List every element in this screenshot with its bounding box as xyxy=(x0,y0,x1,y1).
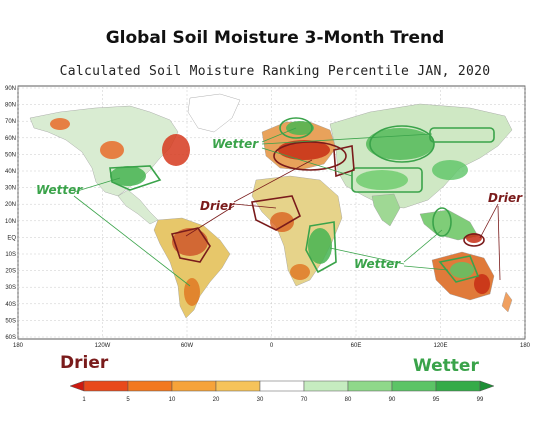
legend-bin xyxy=(391,380,437,392)
legend-bin xyxy=(479,380,495,392)
legend-bin xyxy=(215,380,261,392)
patch-dry-canada-east xyxy=(162,134,190,166)
lat-tick-label: 40S xyxy=(5,302,16,308)
dry-contour-new-guinea xyxy=(463,233,485,247)
wet-contour-siberia xyxy=(369,125,435,163)
annotation-leader-lines xyxy=(73,127,501,287)
lat-tick-label: 30N xyxy=(5,186,16,192)
trend-contours xyxy=(109,117,495,283)
patch-dry-brazil xyxy=(172,228,208,256)
lat-tick-label: 80N xyxy=(5,103,16,109)
patch-dry-southern-africa xyxy=(290,264,310,280)
annotation-drier-pacific: Drier xyxy=(488,191,523,205)
lat-tick-label: 60N xyxy=(5,136,16,142)
wet-contour-mongolia xyxy=(429,127,495,143)
legend-tick-label: 1 xyxy=(82,397,86,403)
dry-contour-europe xyxy=(273,141,347,171)
legend-tick-label: 99 xyxy=(477,397,484,403)
legend-bin xyxy=(347,380,393,392)
patch-dry-east-australia xyxy=(474,274,490,294)
lon-tick-label: 180 xyxy=(520,343,531,349)
lat-tick-label: 10S xyxy=(5,252,16,258)
patch-wet-australia xyxy=(450,262,474,278)
color-legend-tick-labels: 1 5 10 20 30 70 80 90 95 99 xyxy=(82,397,484,403)
lat-tick-label: 10N xyxy=(5,219,16,225)
lat-tick-label: 40N xyxy=(5,169,16,175)
wet-contour-east-africa xyxy=(305,221,337,274)
legend-bin xyxy=(303,380,349,392)
annotation-wetter-indian-ocean: Wetter xyxy=(354,257,401,271)
annotation-wetter-americas: Wetter xyxy=(36,183,83,197)
india xyxy=(371,193,401,227)
lon-tick-label: 180 xyxy=(13,343,24,349)
greenland xyxy=(187,93,241,133)
legend-tick-label: 30 xyxy=(257,397,264,403)
patch-dry-new-guinea xyxy=(466,233,482,243)
lat-tick-label: EQ xyxy=(7,235,16,241)
longitude-tick-labels: 180 120W 60W 0 60E 120E 180 xyxy=(13,343,531,349)
dry-contour-south-america xyxy=(170,227,211,263)
patch-dry-west-africa xyxy=(270,212,294,232)
latitude-tick-labels: 90N 80N 70N 60N 50N 40N 30N 20N 10N EQ 10S 20S 30S 40… xyxy=(5,86,16,341)
legend-drier-label: Drier xyxy=(60,353,109,373)
legend-bin xyxy=(127,380,173,392)
patch-wet-siberia xyxy=(366,128,434,160)
wet-contour-australia xyxy=(438,255,480,283)
patch-wet-scandinavia xyxy=(286,121,314,135)
lat-tick-label: 20S xyxy=(5,269,16,275)
lat-tick-label: 50N xyxy=(5,152,16,158)
map-subtitle: Calculated Soil Moisture Ranking Percent… xyxy=(59,64,491,79)
patch-wet-east-africa xyxy=(308,228,332,264)
wet-contour-central-asia xyxy=(351,167,423,193)
dry-contour-europe-east xyxy=(333,145,355,178)
legend-tick-label: 90 xyxy=(389,397,396,403)
lat-tick-label: 70N xyxy=(5,119,16,125)
map-title: Global Soil Moisture 3-Month Trend xyxy=(105,28,445,48)
lat-tick-label: 50S xyxy=(5,318,16,324)
patch-wet-china xyxy=(432,160,468,180)
legend-bin xyxy=(259,380,305,392)
lat-tick-label: 30S xyxy=(5,285,16,291)
patch-dry-argentina xyxy=(184,278,200,306)
legend-tick-label: 70 xyxy=(301,397,308,403)
annotation-drier-atlantic: Drier xyxy=(200,199,235,213)
patch-dry-alaska xyxy=(50,118,70,130)
lon-tick-label: 120E xyxy=(433,343,447,349)
wet-contour-scandinavia xyxy=(279,117,313,139)
patch-dry-europe xyxy=(278,140,330,160)
wet-contour-se-asia xyxy=(432,207,452,237)
legend-tick-label: 5 xyxy=(126,397,130,403)
legend-tick-label: 20 xyxy=(213,397,220,403)
legend-bin xyxy=(435,380,481,392)
lat-tick-label: 90N xyxy=(5,86,16,92)
legend-wetter-label: Wetter xyxy=(413,356,479,376)
lat-tick-label: 60S xyxy=(5,335,16,341)
color-legend-bar xyxy=(69,380,495,392)
legend-bin xyxy=(69,380,85,392)
moisture-patches xyxy=(50,118,490,306)
patch-dry-canada-west xyxy=(100,141,124,159)
new-zealand xyxy=(501,291,513,313)
lon-tick-label: 60W xyxy=(181,343,194,349)
legend-tick-label: 80 xyxy=(345,397,352,403)
lon-tick-label: 0 xyxy=(270,343,274,349)
annotation-wetter-europe: Wetter xyxy=(212,137,259,151)
lon-tick-label: 60E xyxy=(351,343,362,349)
dry-contour-west-africa xyxy=(251,195,301,231)
wet-contour-us xyxy=(109,165,162,191)
lon-tick-label: 120W xyxy=(95,343,111,349)
legend-tick-label: 95 xyxy=(433,397,440,403)
patch-wet-central-asia xyxy=(356,170,408,190)
patch-wet-us xyxy=(110,166,146,186)
legend-bin xyxy=(171,380,217,392)
lat-tick-label: 20N xyxy=(5,202,16,208)
legend-tick-label: 10 xyxy=(169,397,176,403)
legend-bin xyxy=(83,380,129,392)
